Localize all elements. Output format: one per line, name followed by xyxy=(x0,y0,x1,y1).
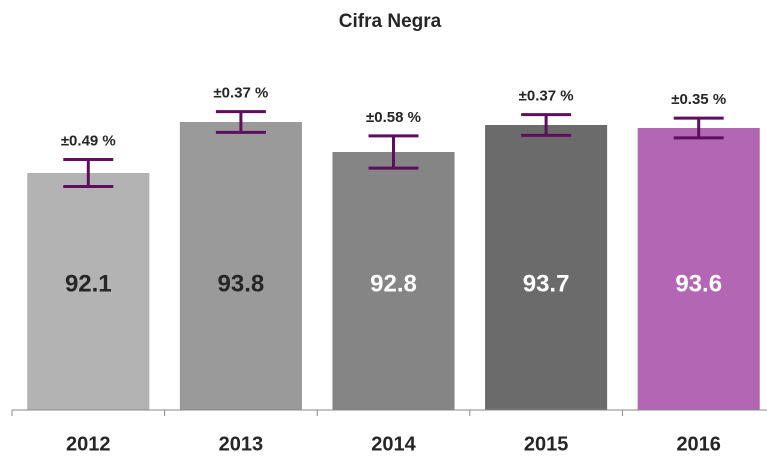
error-label: ±0.58 % xyxy=(366,109,421,126)
value-label: 92.8 xyxy=(370,270,417,297)
error-label: ±0.37 % xyxy=(519,88,574,105)
x-tick-label: 2016 xyxy=(676,433,721,455)
x-tick-label: 2012 xyxy=(66,433,111,455)
x-tick-label: 2014 xyxy=(371,433,416,455)
x-tick-label: 2015 xyxy=(524,433,569,455)
error-label: ±0.49 % xyxy=(61,132,116,149)
bar xyxy=(485,125,608,410)
bar xyxy=(332,152,455,410)
chart-title: Cifra Negra xyxy=(339,11,442,32)
bar xyxy=(27,173,150,410)
value-label: 93.6 xyxy=(675,270,722,297)
x-tick-label: 2013 xyxy=(219,433,264,455)
value-label: 93.8 xyxy=(218,270,265,297)
error-label: ±0.37 % xyxy=(213,85,268,102)
value-label: 92.1 xyxy=(65,270,112,297)
bar xyxy=(637,128,760,410)
bar xyxy=(179,122,302,410)
value-label: 93.7 xyxy=(523,270,570,297)
error-label: ±0.35 % xyxy=(671,91,726,108)
